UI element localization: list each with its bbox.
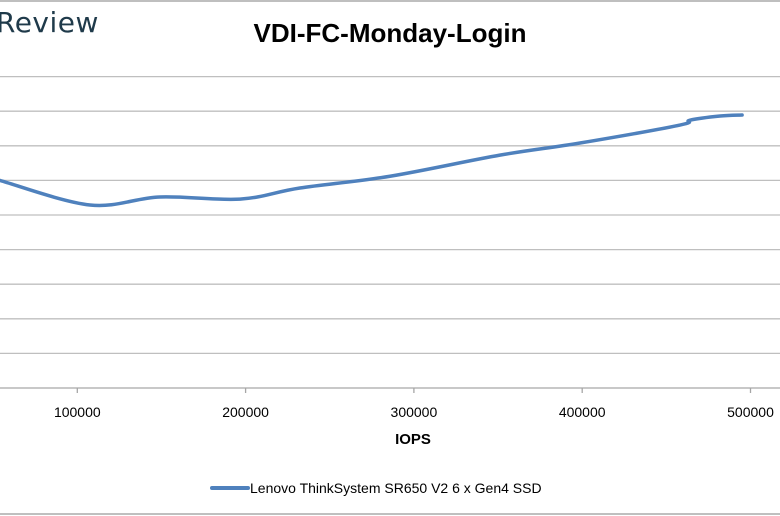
x-tick-label: 400000	[559, 404, 606, 420]
x-tick-label: 300000	[391, 404, 438, 420]
x-tick-label: 100000	[54, 404, 101, 420]
x-tick-label: 200000	[222, 404, 269, 420]
chart-title: VDI-FC-Monday-Login	[253, 18, 527, 48]
frame-bottom-border	[0, 513, 780, 515]
x-axis-title: IOPS	[395, 431, 431, 448]
x-tick-label: 500000	[727, 404, 774, 420]
series-line	[0, 113, 744, 208]
logo: Review	[0, 6, 99, 39]
legend-label: Lenovo ThinkSystem SR650 V2 6 x Gen4 SSD	[250, 480, 542, 496]
frame-top-border	[0, 0, 780, 2]
